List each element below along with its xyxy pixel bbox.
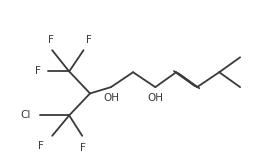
Text: F: F: [34, 66, 40, 76]
Text: Cl: Cl: [20, 110, 31, 120]
Text: F: F: [80, 143, 86, 153]
Text: F: F: [38, 141, 44, 151]
Text: OH: OH: [147, 93, 163, 103]
Text: OH: OH: [103, 93, 119, 103]
Text: F: F: [48, 35, 54, 45]
Text: F: F: [86, 35, 92, 45]
